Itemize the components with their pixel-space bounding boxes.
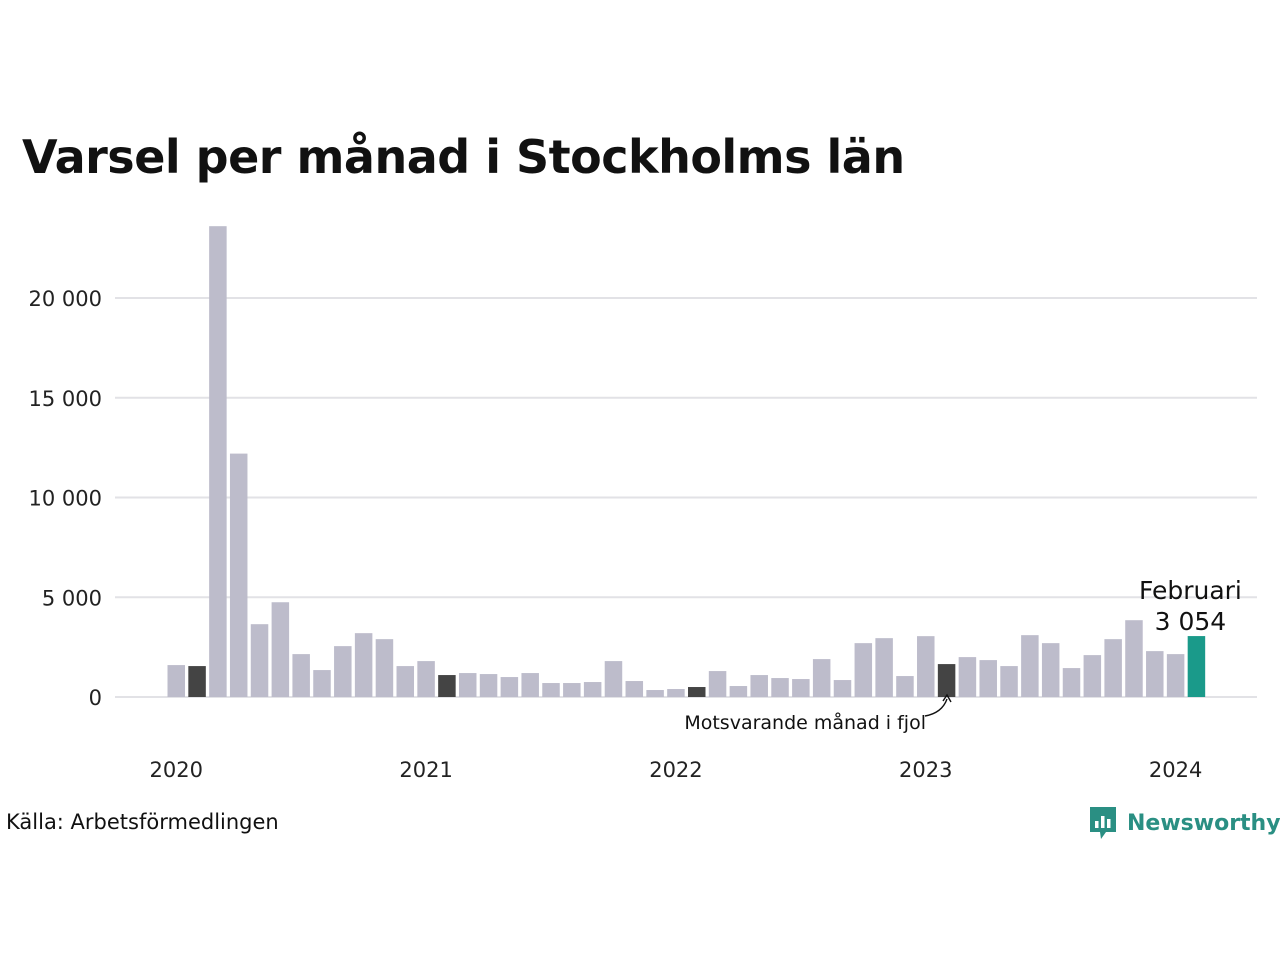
bar-2023-03 bbox=[958, 657, 977, 697]
y-axis-tick-labels: 0 5 000 10 000 15 000 20 000 bbox=[29, 287, 102, 710]
y-tick-label: 5 000 bbox=[42, 586, 102, 610]
bar-2021-07 bbox=[542, 683, 560, 697]
bar-2020-03 bbox=[209, 226, 227, 697]
bar-2021-02 bbox=[438, 675, 456, 697]
bar-2021-04 bbox=[479, 674, 498, 697]
bar-2023-01 bbox=[917, 636, 935, 697]
highlight-value-label: 3 054 bbox=[1155, 607, 1227, 636]
bar-2023-10 bbox=[1104, 639, 1122, 697]
bar-2022-01 bbox=[667, 689, 685, 697]
x-axis-tick-labels: 2020 2021 2022 2023 2024 bbox=[150, 758, 1203, 782]
annotation-arrow bbox=[924, 698, 948, 717]
bar-2022-02 bbox=[688, 687, 706, 697]
bar-2020-09 bbox=[334, 646, 352, 697]
brand-name: Newsworthy bbox=[1127, 810, 1280, 836]
bar-2022-07 bbox=[792, 679, 810, 697]
bar-2020-04 bbox=[229, 453, 248, 697]
bar-2020-12 bbox=[396, 666, 415, 697]
annotation-same-month-last-year: Motsvarande månad i fjol bbox=[684, 711, 926, 734]
y-tick-label: 20 000 bbox=[29, 287, 102, 311]
bar-2021-11 bbox=[625, 681, 644, 697]
bar-2020-05 bbox=[250, 624, 269, 697]
bar-2022-12 bbox=[896, 676, 914, 697]
annotations: Motsvarande månad i fjol Februari 3 054 bbox=[684, 576, 1242, 734]
bar-2022-08 bbox=[812, 659, 831, 697]
highlight-month-label: Februari bbox=[1139, 576, 1242, 605]
bar-2020-07 bbox=[292, 654, 310, 697]
x-tick-label: 2022 bbox=[649, 758, 702, 782]
bar-2020-06 bbox=[271, 602, 290, 697]
bar-2022-11 bbox=[875, 638, 893, 697]
bar-2021-03 bbox=[458, 673, 477, 697]
brand-logo: Newsworthy bbox=[1088, 803, 1280, 843]
bar-2020-01 bbox=[167, 665, 185, 697]
y-tick-label: 15 000 bbox=[29, 387, 102, 411]
bar-2023-04 bbox=[979, 660, 997, 697]
bar-2024-02 bbox=[1187, 636, 1206, 697]
bar-2021-05 bbox=[500, 677, 519, 697]
bar-2021-09 bbox=[583, 682, 602, 697]
bar-2023-11 bbox=[1125, 620, 1143, 697]
bar-2023-07 bbox=[1041, 643, 1060, 697]
bar-2021-12 bbox=[646, 690, 664, 697]
bar-2022-03 bbox=[708, 671, 727, 697]
bars bbox=[167, 226, 1206, 697]
bar-2021-06 bbox=[521, 673, 539, 697]
bar-2023-02 bbox=[937, 664, 956, 697]
bar-2020-11 bbox=[375, 639, 394, 697]
bar-2022-04 bbox=[729, 686, 748, 697]
bar-2023-12 bbox=[1146, 651, 1164, 697]
bar-2022-06 bbox=[771, 678, 789, 697]
x-tick-label: 2024 bbox=[1149, 758, 1202, 782]
bar-2023-09 bbox=[1083, 655, 1102, 697]
bar-2022-05 bbox=[750, 675, 768, 697]
y-tick-label: 0 bbox=[89, 686, 102, 710]
bar-2024-01 bbox=[1166, 654, 1185, 697]
x-tick-label: 2020 bbox=[150, 758, 203, 782]
source-note: Källa: Arbetsförmedlingen bbox=[6, 810, 279, 834]
x-tick-label: 2023 bbox=[899, 758, 952, 782]
bar-2022-09 bbox=[833, 680, 852, 697]
bar-2021-01 bbox=[417, 661, 435, 697]
annotation-arrowhead bbox=[942, 693, 952, 703]
bar-2023-05 bbox=[1000, 666, 1018, 697]
bar-2021-10 bbox=[604, 661, 623, 697]
y-tick-label: 10 000 bbox=[29, 487, 102, 511]
bar-2023-06 bbox=[1021, 635, 1039, 697]
page-title: Varsel per månad i Stockholms län bbox=[22, 130, 905, 184]
bar-2022-10 bbox=[854, 643, 873, 697]
bar-2021-08 bbox=[563, 683, 581, 697]
bar-2023-08 bbox=[1062, 668, 1081, 697]
bar-2020-10 bbox=[354, 633, 373, 697]
bar-chart-speech-bubble-icon bbox=[1090, 807, 1116, 839]
x-tick-label: 2021 bbox=[399, 758, 452, 782]
bar-2020-08 bbox=[313, 670, 331, 697]
bar-2020-02 bbox=[188, 666, 206, 697]
